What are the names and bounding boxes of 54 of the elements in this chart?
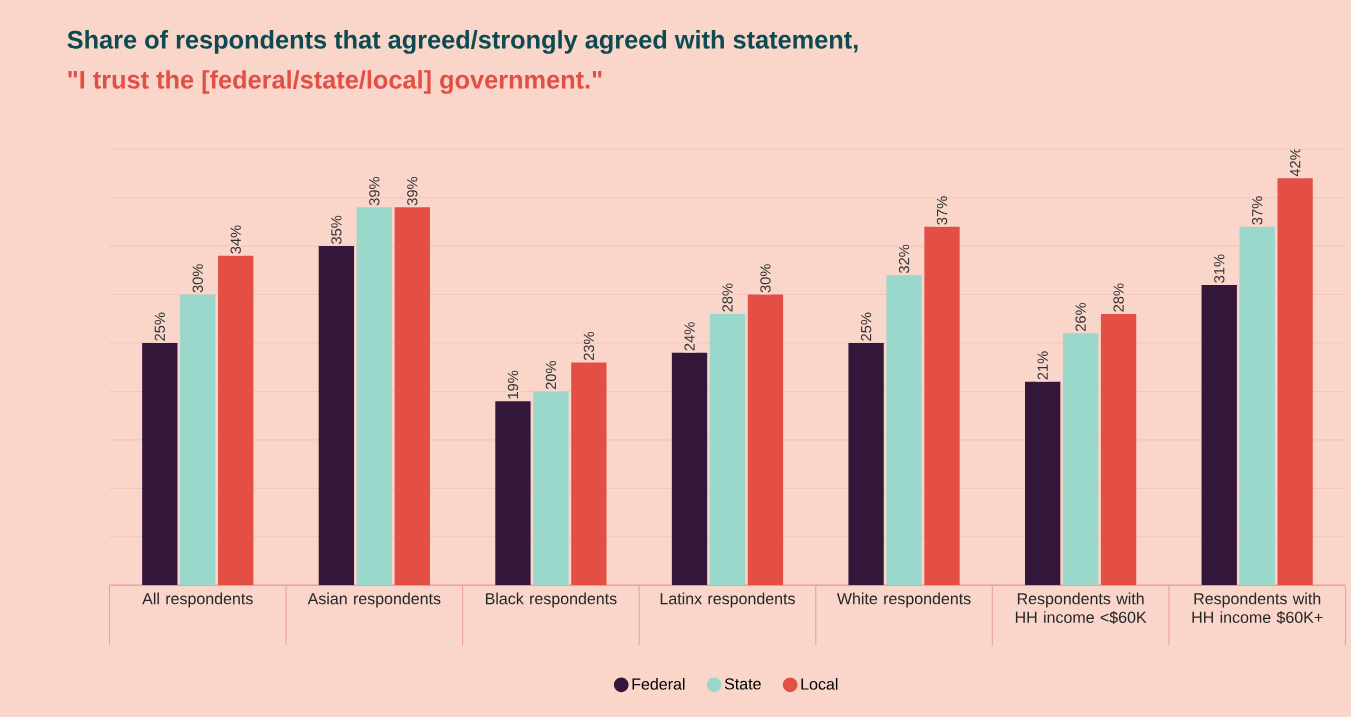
- data-label: 42%: [1290, 147, 1301, 177]
- bar: [886, 275, 922, 586]
- data-label: 37%: [936, 196, 948, 225]
- legend-label: Federal: [632, 678, 685, 690]
- bar: [1239, 226, 1275, 586]
- x-tick-label: Respondents with HH income <$60K: [1015, 592, 1147, 624]
- bar: [1100, 313, 1137, 586]
- legend-label: Local: [801, 678, 838, 690]
- data-label: 26%: [1075, 302, 1086, 331]
- data-label: 39%: [407, 176, 418, 206]
- data-label: 24%: [684, 322, 695, 351]
- bar: [709, 313, 746, 586]
- chart-subtitle: "I trust the [federal/state/local] government.": [68, 70, 602, 94]
- bar: [356, 207, 392, 586]
- bar: [671, 352, 708, 586]
- data-label: 32%: [898, 244, 910, 274]
- data-label: 20%: [545, 361, 557, 390]
- data-label: 19%: [507, 370, 519, 399]
- x-tick-label: White respondents: [836, 592, 971, 608]
- bar: [848, 343, 884, 586]
- data-label: 30%: [192, 264, 203, 293]
- data-label: 39%: [369, 176, 380, 206]
- bar: [318, 246, 355, 586]
- data-label: 34%: [230, 225, 241, 254]
- bar: [218, 255, 254, 586]
- data-label: 37%: [1252, 196, 1263, 225]
- bar: [924, 226, 960, 586]
- bar: [1201, 284, 1237, 586]
- data-label: 30%: [760, 264, 771, 293]
- x-tick-label: Black respondents: [485, 592, 617, 608]
- x-tick-label: Asian respondents: [307, 592, 441, 608]
- bar: [1062, 333, 1099, 586]
- data-label: 21%: [1037, 351, 1048, 380]
- bar: [571, 362, 607, 586]
- data-label: 25%: [154, 312, 165, 341]
- bar: [533, 391, 569, 586]
- x-tick-label: All respondents: [142, 592, 253, 608]
- chart-title: Share of respondents that agreed/strongly agreed with statement,: [67, 30, 858, 54]
- data-label: 31%: [1214, 254, 1225, 283]
- data-label: 25%: [860, 312, 872, 341]
- data-label: 28%: [1113, 283, 1124, 312]
- bar: [1277, 178, 1313, 586]
- bar: [180, 294, 216, 586]
- data-label: 35%: [331, 215, 342, 244]
- legend-label: State: [724, 678, 761, 690]
- data-label: 23%: [583, 331, 595, 361]
- bar: [495, 401, 531, 586]
- bar: [394, 207, 430, 586]
- bar: [1025, 381, 1061, 586]
- data-label: 28%: [722, 283, 733, 312]
- bar: [142, 343, 178, 586]
- x-tick-label: Respondents with HH income $60K+: [1192, 592, 1323, 624]
- x-tick-label: Latinx respondents: [660, 592, 795, 608]
- bar: [747, 294, 784, 586]
